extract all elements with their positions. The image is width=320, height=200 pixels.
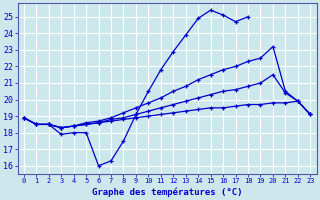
X-axis label: Graphe des températures (°C): Graphe des températures (°C): [92, 187, 242, 197]
